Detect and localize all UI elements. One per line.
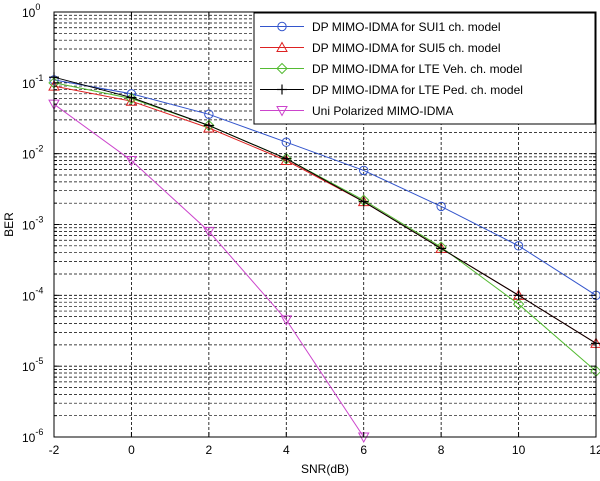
legend-label: Uni Polarized MIMO-IDMA <box>312 104 453 118</box>
series-line <box>53 82 597 372</box>
legend-label: DP MIMO-IDMA for LTE Veh. ch. model <box>312 62 522 76</box>
y-tick-label: 10-5 <box>22 356 43 374</box>
legend-entry: Uni Polarized MIMO-IDMA <box>260 104 453 118</box>
data-point-marker <box>280 315 293 326</box>
legend-label: DP MIMO-IDMA for LTE Ped. ch. model <box>312 83 523 97</box>
data-point-marker <box>513 290 524 301</box>
legend: DP MIMO-IDMA for SUI1 ch. model DP MIMO-I… <box>253 12 596 125</box>
y-tick-label: 10-2 <box>22 144 43 162</box>
series-line <box>53 103 365 438</box>
data-point-marker <box>276 41 288 52</box>
data-point-marker <box>203 120 214 131</box>
x-tick-label: 4 <box>283 443 290 457</box>
legend-entry: DP MIMO-IDMA for LTE Veh. ch. model <box>260 62 522 76</box>
series-line <box>53 76 597 344</box>
y-tick-label: 10-3 <box>22 215 43 233</box>
data-point-marker <box>358 196 369 207</box>
legend-entry: DP MIMO-IDMA for SUI5 ch. model <box>260 41 501 55</box>
data-point-marker <box>277 21 287 32</box>
y-tick-label: 10-4 <box>22 285 43 303</box>
x-tick-label: -2 <box>49 443 60 457</box>
y-axis-label: BER <box>2 212 16 237</box>
legend-box <box>253 12 596 125</box>
data-point-marker <box>126 92 137 103</box>
x-axis-label: SNR(dB) <box>301 462 349 476</box>
legend-entry: DP MIMO-IDMA for LTE Ped. ch. model <box>260 83 523 97</box>
x-tick-label: 2 <box>206 443 213 457</box>
data-point-marker <box>203 226 215 238</box>
data-point-marker <box>277 84 287 95</box>
series-4 <box>49 72 600 349</box>
data-point-marker <box>281 153 292 164</box>
x-tick-label: 0 <box>128 443 135 457</box>
data-point-marker <box>281 137 291 147</box>
ticks: -2 0 2 4 6 8 10 12 100 10-1 10-2 10-3 10-4 10-5 10-6 <box>22 2 600 457</box>
data-point-marker <box>512 298 525 310</box>
data-point-marker <box>513 241 524 251</box>
legend-label: DP MIMO-IDMA for SUI5 ch. model <box>312 41 501 55</box>
x-tick-label: 6 <box>360 443 367 457</box>
data-point-marker <box>436 201 446 212</box>
series-line <box>53 79 597 296</box>
data-point-marker <box>359 165 369 176</box>
data-point-marker <box>276 106 288 117</box>
legend-label: DP MIMO-IDMA for SUI1 ch. model <box>312 20 501 34</box>
y-tick-label: 10-1 <box>22 73 43 91</box>
y-tick-label: 10-6 <box>22 427 43 445</box>
data-point-marker <box>204 109 214 119</box>
x-tick-label: 8 <box>438 443 445 457</box>
data-point-marker <box>125 156 138 167</box>
legend-entry: DP MIMO-IDMA for SUI1 ch. model <box>260 20 501 34</box>
data-point-marker <box>276 62 288 75</box>
x-tick-label: 12 <box>589 443 600 457</box>
data-point-marker <box>436 243 447 254</box>
x-tick-label: 10 <box>512 443 526 457</box>
y-tick-label: 100 <box>22 2 40 20</box>
